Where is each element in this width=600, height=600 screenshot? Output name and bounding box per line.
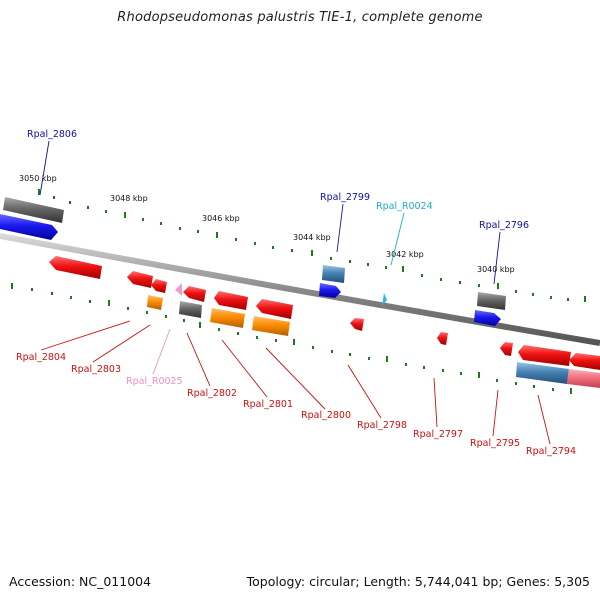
gene-rpal-2798-feature[interactable]	[350, 318, 364, 331]
scale-label: 3050 kbp	[19, 174, 57, 183]
scale-labels: 3050 kbp 3048 kbp 3046 kbp 3044 kbp 3042…	[19, 174, 515, 274]
topology-text: Topology: circular; Length: 5,744,041 bp…	[246, 574, 590, 589]
gene-reverse-cds[interactable]	[151, 279, 167, 293]
gene-label-rpal-2806[interactable]: Rpal_2806	[27, 129, 77, 140]
gene-rpal-r0024-feature[interactable]	[382, 293, 387, 306]
lower-tick-row	[11, 283, 572, 394]
gene-reverse-cds[interactable]	[518, 345, 571, 366]
gene-rpal-2802-feature[interactable]	[179, 301, 202, 318]
gene-rpal-2801-feature[interactable]	[210, 308, 245, 328]
gene-reverse-cds[interactable]	[214, 291, 248, 310]
scale-label: 3044 kbp	[293, 233, 331, 242]
gene-label-rpal-2801[interactable]: Rpal_2801	[243, 399, 293, 410]
gene-label-rpal-r0025[interactable]: Rpal_R0025	[126, 376, 183, 387]
gene-rpal-2796-feature[interactable]	[477, 292, 506, 310]
gene-label-rpal-2800[interactable]: Rpal_2800	[301, 410, 351, 421]
gene-label-rpal-2798[interactable]: Rpal_2798	[357, 420, 407, 431]
gene-rpal-2804-feature[interactable]	[49, 256, 102, 279]
gene-forward-cds[interactable]	[0, 214, 58, 240]
gene-label-rpal-2797[interactable]: Rpal_2797	[413, 429, 463, 440]
gene-label-rpal-2799[interactable]: Rpal_2799	[320, 192, 370, 203]
gene-forward-cds[interactable]	[319, 283, 341, 298]
gene-rpal-2799-feature[interactable]	[322, 265, 345, 283]
gene-rpal-2794-feature[interactable]	[516, 362, 569, 384]
gene-forward-cds[interactable]	[474, 310, 501, 326]
gene-labels: Rpal_2806 Rpal_2799 Rpal_R0024 Rpal_2796…	[16, 129, 576, 457]
gene-label-rpal-2796[interactable]: Rpal_2796	[479, 220, 529, 231]
label-leader-lines	[39, 140, 551, 445]
gene-rpal-r0025-feature[interactable]	[175, 283, 182, 296]
gene-reverse-cds[interactable]	[183, 286, 206, 302]
gene-label-rpal-r0024[interactable]: Rpal_R0024	[376, 201, 433, 212]
gene-label-rpal-2795[interactable]: Rpal_2795	[470, 438, 520, 449]
upper-tick-row	[38, 189, 586, 302]
gene-label-rpal-2803[interactable]: Rpal_2803	[71, 364, 121, 375]
gene-reverse-cds[interactable]	[127, 271, 153, 288]
gene-rpal-2800-feature[interactable]	[252, 316, 290, 336]
scale-label: 3042 kbp	[386, 250, 424, 259]
accession-text: Accession: NC_011004	[9, 574, 152, 589]
forward-genes	[0, 197, 506, 326]
scale-label: 3046 kbp	[202, 214, 240, 223]
gene-rpal-2803-feature[interactable]	[147, 295, 163, 310]
gene-label-rpal-2802[interactable]: Rpal_2802	[187, 388, 237, 399]
genome-backbone	[0, 233, 600, 346]
gene-rpal-2806-feature[interactable]	[3, 197, 64, 223]
map-title: Rhodopseudomonas palustris TIE-1, comple…	[117, 10, 483, 25]
gene-reverse-cds[interactable]	[569, 353, 600, 370]
gene-pink-cds[interactable]	[567, 369, 600, 388]
gene-reverse-cds[interactable]	[256, 299, 293, 319]
gene-label-rpal-2804[interactable]: Rpal_2804	[16, 352, 66, 363]
gene-label-rpal-2794[interactable]: Rpal_2794	[526, 446, 576, 457]
scale-label: 3048 kbp	[110, 194, 148, 203]
gene-rpal-2795-feature[interactable]	[500, 342, 513, 356]
gene-rpal-2797-feature[interactable]	[437, 332, 448, 345]
reverse-genes	[49, 256, 600, 388]
